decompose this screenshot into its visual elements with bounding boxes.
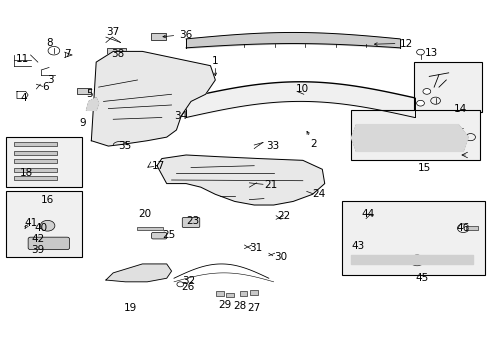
Text: 19: 19: [123, 303, 137, 313]
FancyBboxPatch shape: [182, 217, 200, 228]
Bar: [239, 292, 247, 296]
Bar: [216, 292, 224, 296]
Polygon shape: [106, 264, 171, 282]
Text: 36: 36: [179, 30, 192, 40]
Text: 27: 27: [247, 303, 260, 313]
Text: 32: 32: [182, 276, 195, 287]
FancyBboxPatch shape: [14, 151, 57, 154]
FancyBboxPatch shape: [14, 176, 57, 180]
Circle shape: [416, 100, 424, 106]
Text: 24: 24: [312, 189, 325, 199]
Bar: [107, 48, 125, 57]
Text: 33: 33: [266, 141, 279, 151]
Text: 11: 11: [16, 54, 29, 64]
Text: 45: 45: [414, 273, 427, 283]
Text: 34: 34: [174, 111, 187, 121]
Text: 37: 37: [106, 27, 120, 37]
FancyBboxPatch shape: [14, 143, 57, 146]
Text: 8: 8: [46, 38, 53, 48]
Text: 26: 26: [181, 282, 194, 292]
Text: 40: 40: [34, 223, 47, 233]
Text: 39: 39: [31, 245, 44, 255]
Bar: [77, 88, 91, 94]
Polygon shape: [351, 125, 467, 152]
Text: 44: 44: [361, 209, 374, 219]
Polygon shape: [91, 51, 215, 146]
FancyBboxPatch shape: [151, 233, 166, 239]
Bar: [144, 111, 174, 115]
Text: 7: 7: [63, 49, 70, 59]
FancyBboxPatch shape: [6, 191, 81, 257]
Text: 38: 38: [111, 49, 124, 59]
Text: 6: 6: [42, 82, 49, 92]
Text: 14: 14: [453, 104, 466, 113]
FancyBboxPatch shape: [351, 111, 479, 160]
Text: 30: 30: [273, 252, 286, 262]
Text: 46: 46: [455, 223, 468, 233]
Bar: [225, 293, 233, 297]
Text: 15: 15: [417, 163, 430, 173]
FancyBboxPatch shape: [341, 202, 484, 275]
FancyBboxPatch shape: [28, 237, 69, 249]
Text: 21: 21: [264, 180, 277, 190]
Text: 18: 18: [20, 168, 33, 178]
Text: 42: 42: [32, 234, 45, 244]
Text: 41: 41: [25, 218, 38, 228]
Polygon shape: [157, 155, 324, 205]
Text: 9: 9: [80, 118, 86, 128]
Bar: [413, 62, 481, 112]
Text: 29: 29: [218, 300, 231, 310]
Text: 16: 16: [41, 195, 54, 205]
Text: 1: 1: [212, 56, 218, 66]
Text: 10: 10: [296, 84, 309, 94]
Text: 25: 25: [162, 230, 175, 240]
Circle shape: [422, 89, 430, 94]
Text: 2: 2: [309, 139, 316, 149]
Text: 43: 43: [351, 241, 364, 251]
FancyBboxPatch shape: [14, 159, 57, 163]
Polygon shape: [86, 98, 99, 111]
Text: 23: 23: [186, 216, 199, 226]
Text: 17: 17: [152, 161, 165, 171]
Bar: [136, 227, 163, 230]
Text: 3: 3: [46, 75, 53, 85]
Text: 4: 4: [21, 93, 27, 103]
Circle shape: [40, 220, 55, 231]
Text: 28: 28: [233, 301, 246, 311]
Bar: [250, 291, 258, 295]
Text: 5: 5: [86, 89, 93, 99]
Text: 12: 12: [399, 39, 412, 49]
Text: 20: 20: [138, 209, 151, 219]
Circle shape: [416, 49, 424, 55]
Text: 13: 13: [424, 48, 437, 58]
Text: 22: 22: [276, 211, 289, 221]
Text: 35: 35: [118, 141, 131, 151]
Text: 31: 31: [249, 243, 262, 253]
Bar: [465, 226, 477, 230]
Bar: [151, 33, 165, 40]
FancyBboxPatch shape: [6, 137, 81, 187]
FancyBboxPatch shape: [14, 168, 57, 171]
